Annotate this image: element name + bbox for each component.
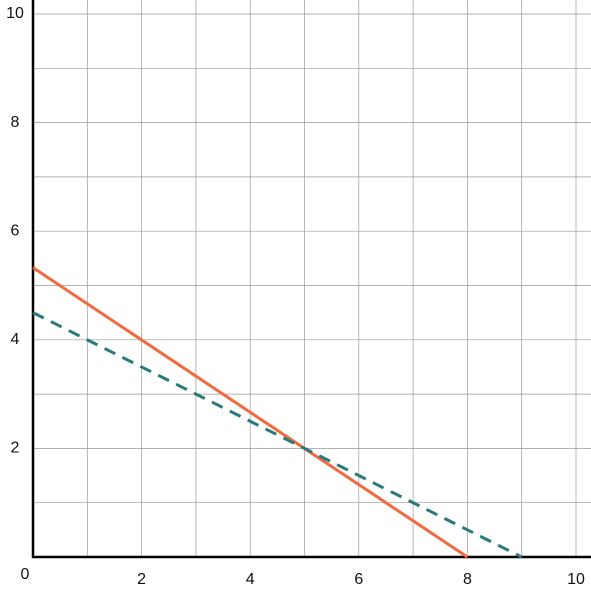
y-tick-label: 6 xyxy=(11,222,20,239)
x-tick-label: 8 xyxy=(463,571,472,588)
x-tick-label: 0 xyxy=(21,566,30,583)
y-tick-label: 4 xyxy=(11,331,20,348)
x-tick-label: 4 xyxy=(246,571,255,588)
y-tick-label: 2 xyxy=(11,440,20,457)
series-line xyxy=(32,311,523,559)
x-tick-label: 10 xyxy=(567,571,585,588)
y-tick-label: 8 xyxy=(11,114,20,131)
x-tick-label: 6 xyxy=(354,571,363,588)
y-tick-label: 10 xyxy=(6,5,24,22)
series-line xyxy=(32,266,469,559)
x-tick-label: 2 xyxy=(137,571,146,588)
